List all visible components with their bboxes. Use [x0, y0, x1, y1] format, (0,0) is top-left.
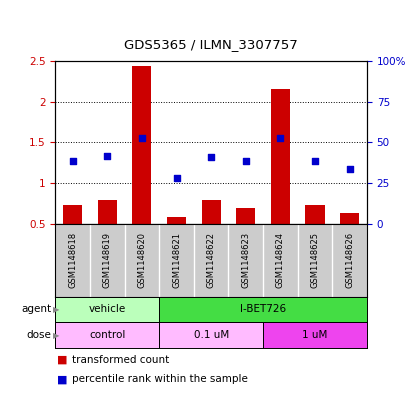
- Bar: [236, 208, 255, 224]
- Point: [346, 166, 352, 173]
- Text: GSM1148622: GSM1148622: [206, 232, 215, 288]
- Text: GSM1148623: GSM1148623: [240, 232, 249, 288]
- Text: transformed count: transformed count: [72, 354, 169, 365]
- Bar: [270, 90, 289, 224]
- Text: 1 uM: 1 uM: [301, 330, 327, 340]
- Bar: [166, 217, 186, 224]
- Point: [276, 135, 283, 141]
- Text: 0.1 uM: 0.1 uM: [193, 330, 228, 340]
- Point: [69, 158, 76, 164]
- Text: GDS5365 / ILMN_3307757: GDS5365 / ILMN_3307757: [124, 38, 297, 51]
- Text: control: control: [89, 330, 125, 340]
- Text: GSM1148619: GSM1148619: [103, 232, 112, 288]
- Text: dose: dose: [26, 330, 51, 340]
- Bar: [63, 205, 82, 224]
- Point: [207, 154, 214, 160]
- Text: vehicle: vehicle: [88, 305, 126, 314]
- Bar: [305, 205, 324, 224]
- Bar: [55, 297, 159, 322]
- Text: GSM1148625: GSM1148625: [310, 232, 319, 288]
- Text: ■: ■: [57, 354, 68, 365]
- Text: GSM1148620: GSM1148620: [137, 232, 146, 288]
- Point: [242, 158, 248, 164]
- Bar: [132, 66, 151, 224]
- Text: GSM1148618: GSM1148618: [68, 232, 77, 288]
- Bar: [339, 213, 358, 224]
- Text: ■: ■: [57, 374, 68, 384]
- Text: ▶: ▶: [53, 331, 60, 340]
- Text: I-BET726: I-BET726: [239, 305, 285, 314]
- Bar: [201, 200, 220, 224]
- Text: GSM1148624: GSM1148624: [275, 232, 284, 288]
- Point: [104, 153, 110, 160]
- Bar: [97, 200, 117, 224]
- Text: agent: agent: [21, 305, 51, 314]
- Point: [311, 158, 317, 164]
- Bar: [55, 322, 159, 348]
- Bar: [263, 322, 366, 348]
- Text: percentile rank within the sample: percentile rank within the sample: [72, 374, 247, 384]
- Text: GSM1148626: GSM1148626: [344, 232, 353, 288]
- Point: [173, 174, 180, 181]
- Text: GSM1148621: GSM1148621: [172, 232, 181, 288]
- Point: [138, 135, 145, 141]
- Text: ▶: ▶: [53, 305, 60, 314]
- Bar: [159, 322, 263, 348]
- Bar: [159, 297, 366, 322]
